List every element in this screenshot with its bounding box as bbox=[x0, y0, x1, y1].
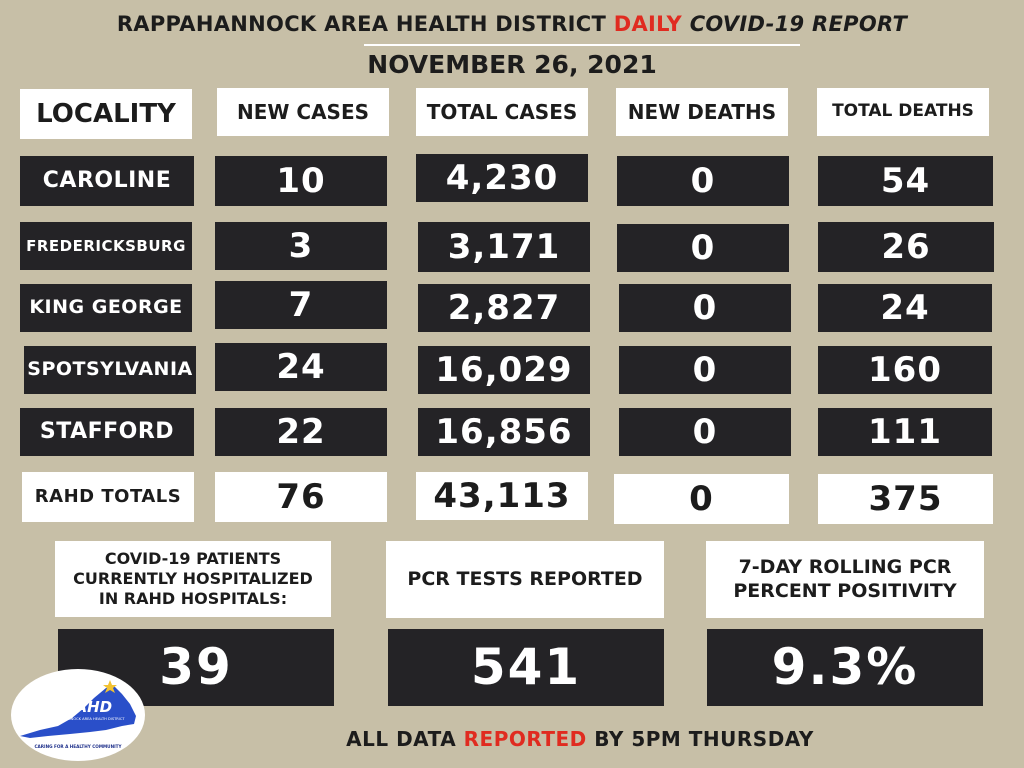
total-deaths-spotsylvania: 160 bbox=[818, 346, 992, 394]
totals-new-deaths: 0 bbox=[614, 474, 789, 524]
pcr-tests-value: 541 bbox=[388, 629, 664, 706]
new-deaths-king-george: 0 bbox=[619, 284, 791, 332]
header-new-deaths: NEW DEATHS bbox=[616, 88, 788, 136]
footer-note: ALL DATA REPORTED BY 5PM THURSDAY bbox=[160, 727, 1000, 751]
title-underline bbox=[364, 44, 800, 46]
star-icon bbox=[103, 680, 117, 693]
total-cases-king-george: 2,827 bbox=[418, 284, 590, 332]
rahd-logo-graphic: RAHD RAPPAHANNOCK AREA HEALTH DISTRICT C… bbox=[11, 669, 145, 761]
new-deaths-stafford: 0 bbox=[619, 408, 791, 456]
new-deaths-spotsylvania: 0 bbox=[619, 346, 791, 394]
total-cases-spotsylvania: 16,029 bbox=[418, 346, 590, 394]
total-deaths-king-george: 24 bbox=[818, 284, 992, 332]
totals-label: RAHD TOTALS bbox=[22, 472, 194, 522]
total-cases-stafford: 16,856 bbox=[418, 408, 590, 456]
pcr-tests-label: PCR TESTS REPORTED bbox=[386, 541, 664, 618]
totals-total-cases: 43,113 bbox=[416, 472, 588, 520]
header-new-cases: NEW CASES bbox=[217, 88, 389, 136]
new-deaths-caroline: 0 bbox=[617, 156, 789, 206]
header-locality: LOCALITY bbox=[20, 89, 192, 139]
logo-subtitle: RAPPAHANNOCK AREA HEALTH DISTRICT bbox=[51, 717, 125, 721]
locality-caroline: CAROLINE bbox=[20, 156, 194, 206]
footer-text-1: ALL DATA bbox=[346, 727, 464, 751]
new-cases-fredericksburg: 3 bbox=[215, 222, 387, 270]
report-title: RAPPAHANNOCK AREA HEALTH DISTRICT DAILY … bbox=[0, 12, 1024, 36]
locality-spotsylvania: SPOTSYLVANIA bbox=[24, 346, 196, 394]
new-cases-caroline: 10 bbox=[215, 156, 387, 206]
new-deaths-fredericksburg: 0 bbox=[617, 224, 789, 272]
total-deaths-caroline: 54 bbox=[818, 156, 993, 206]
report-date: NOVEMBER 26, 2021 bbox=[367, 50, 657, 79]
totals-total-deaths: 375 bbox=[818, 474, 993, 524]
title-report: COVID-19 REPORT bbox=[689, 12, 908, 36]
virginia-map-icon bbox=[20, 686, 136, 738]
locality-fredericksburg: FREDERICKSBURG bbox=[20, 222, 192, 270]
rahd-logo: RAHD RAPPAHANNOCK AREA HEALTH DISTRICT C… bbox=[10, 668, 146, 762]
footer-reported: REPORTED bbox=[463, 727, 587, 751]
totals-new-cases: 76 bbox=[215, 472, 387, 522]
new-cases-spotsylvania: 24 bbox=[215, 343, 387, 391]
total-cases-caroline: 4,230 bbox=[416, 154, 588, 202]
logo-name: RAHD bbox=[64, 698, 112, 716]
total-cases-fredericksburg: 3,171 bbox=[418, 222, 590, 272]
title-daily: DAILY bbox=[613, 12, 683, 36]
total-deaths-fredericksburg: 26 bbox=[818, 222, 994, 272]
positivity-value: 9.3% bbox=[707, 629, 983, 706]
header-total-cases: TOTAL CASES bbox=[416, 88, 588, 136]
locality-stafford: STAFFORD bbox=[20, 408, 194, 456]
total-deaths-stafford: 111 bbox=[818, 408, 992, 456]
title-text: RAPPAHANNOCK AREA HEALTH DISTRICT bbox=[116, 12, 614, 36]
logo-tagline: CARING FOR A HEALTHY COMMUNITY bbox=[34, 744, 122, 749]
footer-text-2: BY 5PM THURSDAY bbox=[586, 727, 814, 751]
hospitalized-label: COVID-19 PATIENTS CURRENTLY HOSPITALIZED… bbox=[55, 541, 331, 617]
positivity-label: 7-DAY ROLLING PCR PERCENT POSITIVITY bbox=[706, 541, 984, 618]
new-cases-king-george: 7 bbox=[215, 281, 387, 329]
header-total-deaths: TOTAL DEATHS bbox=[817, 88, 989, 136]
locality-king-george: KING GEORGE bbox=[20, 284, 192, 332]
new-cases-stafford: 22 bbox=[215, 408, 387, 456]
